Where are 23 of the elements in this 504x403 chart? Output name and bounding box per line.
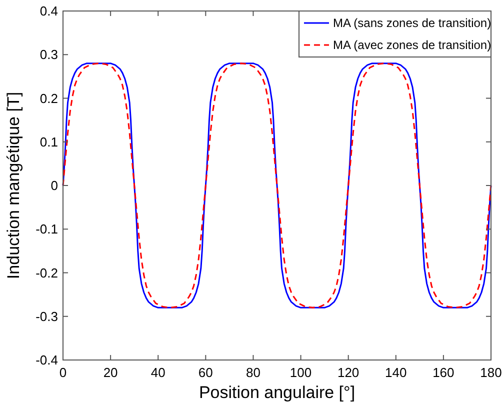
x-tick-label: 160 bbox=[432, 365, 454, 380]
legend-label: MA (avec zones de transition) bbox=[333, 38, 492, 52]
x-axis-title: Position angulaire [°] bbox=[198, 383, 356, 402]
y-tick-label: 0.2 bbox=[40, 90, 58, 106]
x-tick-label: 140 bbox=[385, 365, 407, 380]
x-tick-label: 120 bbox=[337, 365, 360, 380]
x-tick-label: 100 bbox=[290, 365, 312, 380]
y-tick-label: -0.1 bbox=[36, 222, 58, 237]
y-axis-title: Induction mangétique [T] bbox=[4, 92, 23, 280]
x-tick-label: 60 bbox=[198, 365, 213, 380]
y-tick-label: 0.3 bbox=[40, 47, 58, 62]
x-tick-label: 40 bbox=[150, 365, 166, 380]
line-series bbox=[62, 62, 492, 308]
x-tick-label: 20 bbox=[103, 365, 118, 380]
y-tick-label: 0 bbox=[50, 178, 58, 194]
legend-label: MA (sans zones de transition) bbox=[333, 16, 492, 30]
y-tick-label: -0.3 bbox=[36, 308, 58, 324]
y-tick-label: 0.1 bbox=[40, 134, 58, 150]
y-tick-label: 0.4 bbox=[40, 4, 58, 19]
x-tick-label: 180 bbox=[480, 365, 502, 380]
y-tick-label: -0.2 bbox=[36, 265, 58, 280]
y-tick-label: -0.4 bbox=[36, 352, 58, 368]
x-tick-label: 80 bbox=[246, 365, 260, 380]
